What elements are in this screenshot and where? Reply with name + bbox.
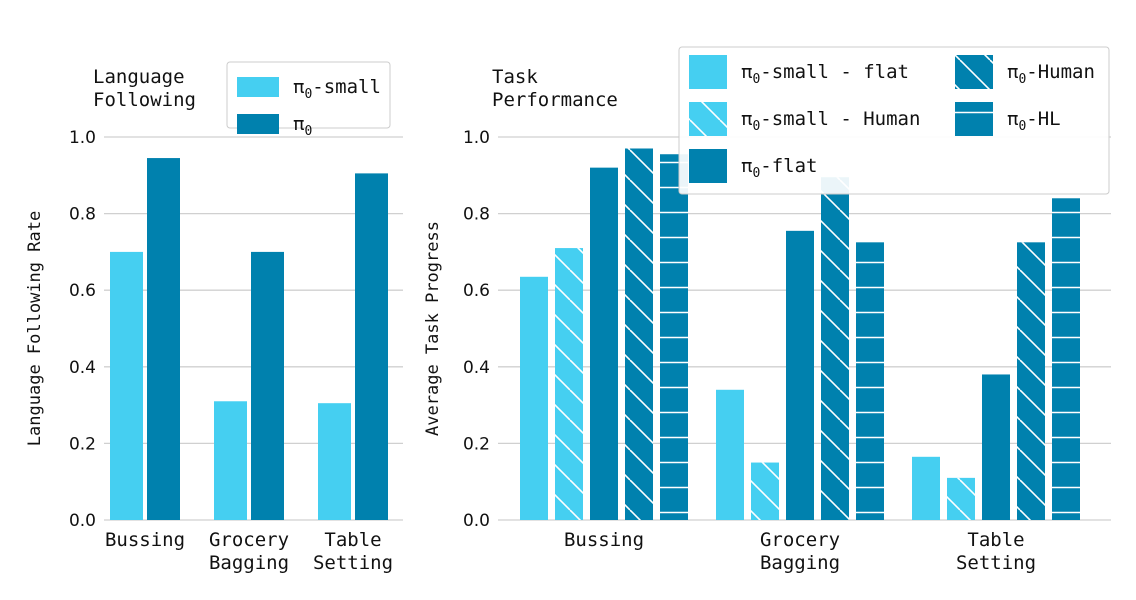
y-tick-label: 0.0 xyxy=(463,511,490,531)
x-tick-label: Grocery Bagging xyxy=(760,529,840,574)
legend-label: π0​ xyxy=(293,113,312,139)
y-tick-label: 0.6 xyxy=(463,281,490,301)
y-tick-label: 0.4 xyxy=(463,358,490,378)
bar xyxy=(318,403,351,520)
y-axis-label: Language Following Rate xyxy=(25,211,45,446)
y-tick-label: 1.0 xyxy=(463,128,490,148)
y-tick-label: 0.6 xyxy=(69,281,96,301)
y-tick-label: 0.2 xyxy=(463,434,490,454)
bar-hatch xyxy=(660,154,688,521)
y-tick-label: 0.8 xyxy=(463,205,490,225)
legend-swatch xyxy=(237,77,279,97)
bar-hatch xyxy=(947,477,975,520)
y-tick-label: 0.4 xyxy=(69,358,96,378)
bar xyxy=(520,276,548,520)
legend-swatch xyxy=(237,114,279,134)
y-tick-label: 0.8 xyxy=(69,205,96,225)
bar-hatch xyxy=(1052,198,1080,520)
bar xyxy=(251,251,284,520)
x-tick-label: Bussing xyxy=(564,529,644,551)
legend-label: π0​-small xyxy=(293,76,381,102)
y-tick-label: 1.0 xyxy=(69,128,96,148)
bar xyxy=(214,401,247,520)
bar xyxy=(355,173,388,520)
legend-box xyxy=(678,46,1110,195)
legend-label: π0​-HL xyxy=(1007,108,1061,134)
y-tick-label: 0.2 xyxy=(69,434,96,454)
x-tick-label: Table Setting xyxy=(956,529,1036,574)
bar-hatch xyxy=(751,462,779,520)
legend-label: π0​-Human xyxy=(1007,61,1095,87)
bar-hatch xyxy=(1017,242,1045,520)
legend-swatch xyxy=(689,55,727,89)
legend-label: π0​-flat xyxy=(741,155,817,181)
bar xyxy=(912,456,940,520)
bar-hatch xyxy=(821,177,849,520)
legend-swatch-hatch xyxy=(689,102,727,136)
y-axis-label: Average Task Progress xyxy=(423,221,443,436)
bar xyxy=(982,374,1010,520)
bar xyxy=(590,167,618,520)
bar xyxy=(786,230,814,520)
x-tick-label: Grocery Bagging xyxy=(209,529,289,574)
x-tick-label: Table Setting xyxy=(313,529,393,574)
legend-label: π0​-small - flat xyxy=(741,61,909,87)
bar-hatch xyxy=(856,242,884,520)
bar xyxy=(110,251,143,520)
legend-label: π0​-small - Human xyxy=(741,108,920,134)
legend-swatch xyxy=(689,149,727,183)
bar-hatch xyxy=(625,148,653,521)
chart-title: Language Following xyxy=(93,66,196,111)
legend: π0​-small π0​ xyxy=(226,61,391,139)
legend-swatch-hatch xyxy=(955,55,993,89)
x-tick-label: Bussing xyxy=(105,529,185,551)
chart-title: Task Performance xyxy=(492,66,618,111)
bar-hatch xyxy=(555,248,583,520)
bar xyxy=(716,389,744,520)
bar xyxy=(147,158,180,520)
legend-swatch-hatch xyxy=(955,102,993,136)
legend: π0​-small - flat π0​-small - Human π0​-fla… xyxy=(678,46,1110,195)
y-tick-label: 0.0 xyxy=(69,511,96,531)
language-following-chart: 0.0 0.2 0.4 0.6 0.8 1.0 Language Following Rat… xyxy=(25,61,403,574)
task-performance-chart: 0.0 0.2 0.4 0.6 0.8 1.0 Average Task Progress T… xyxy=(423,46,1111,574)
